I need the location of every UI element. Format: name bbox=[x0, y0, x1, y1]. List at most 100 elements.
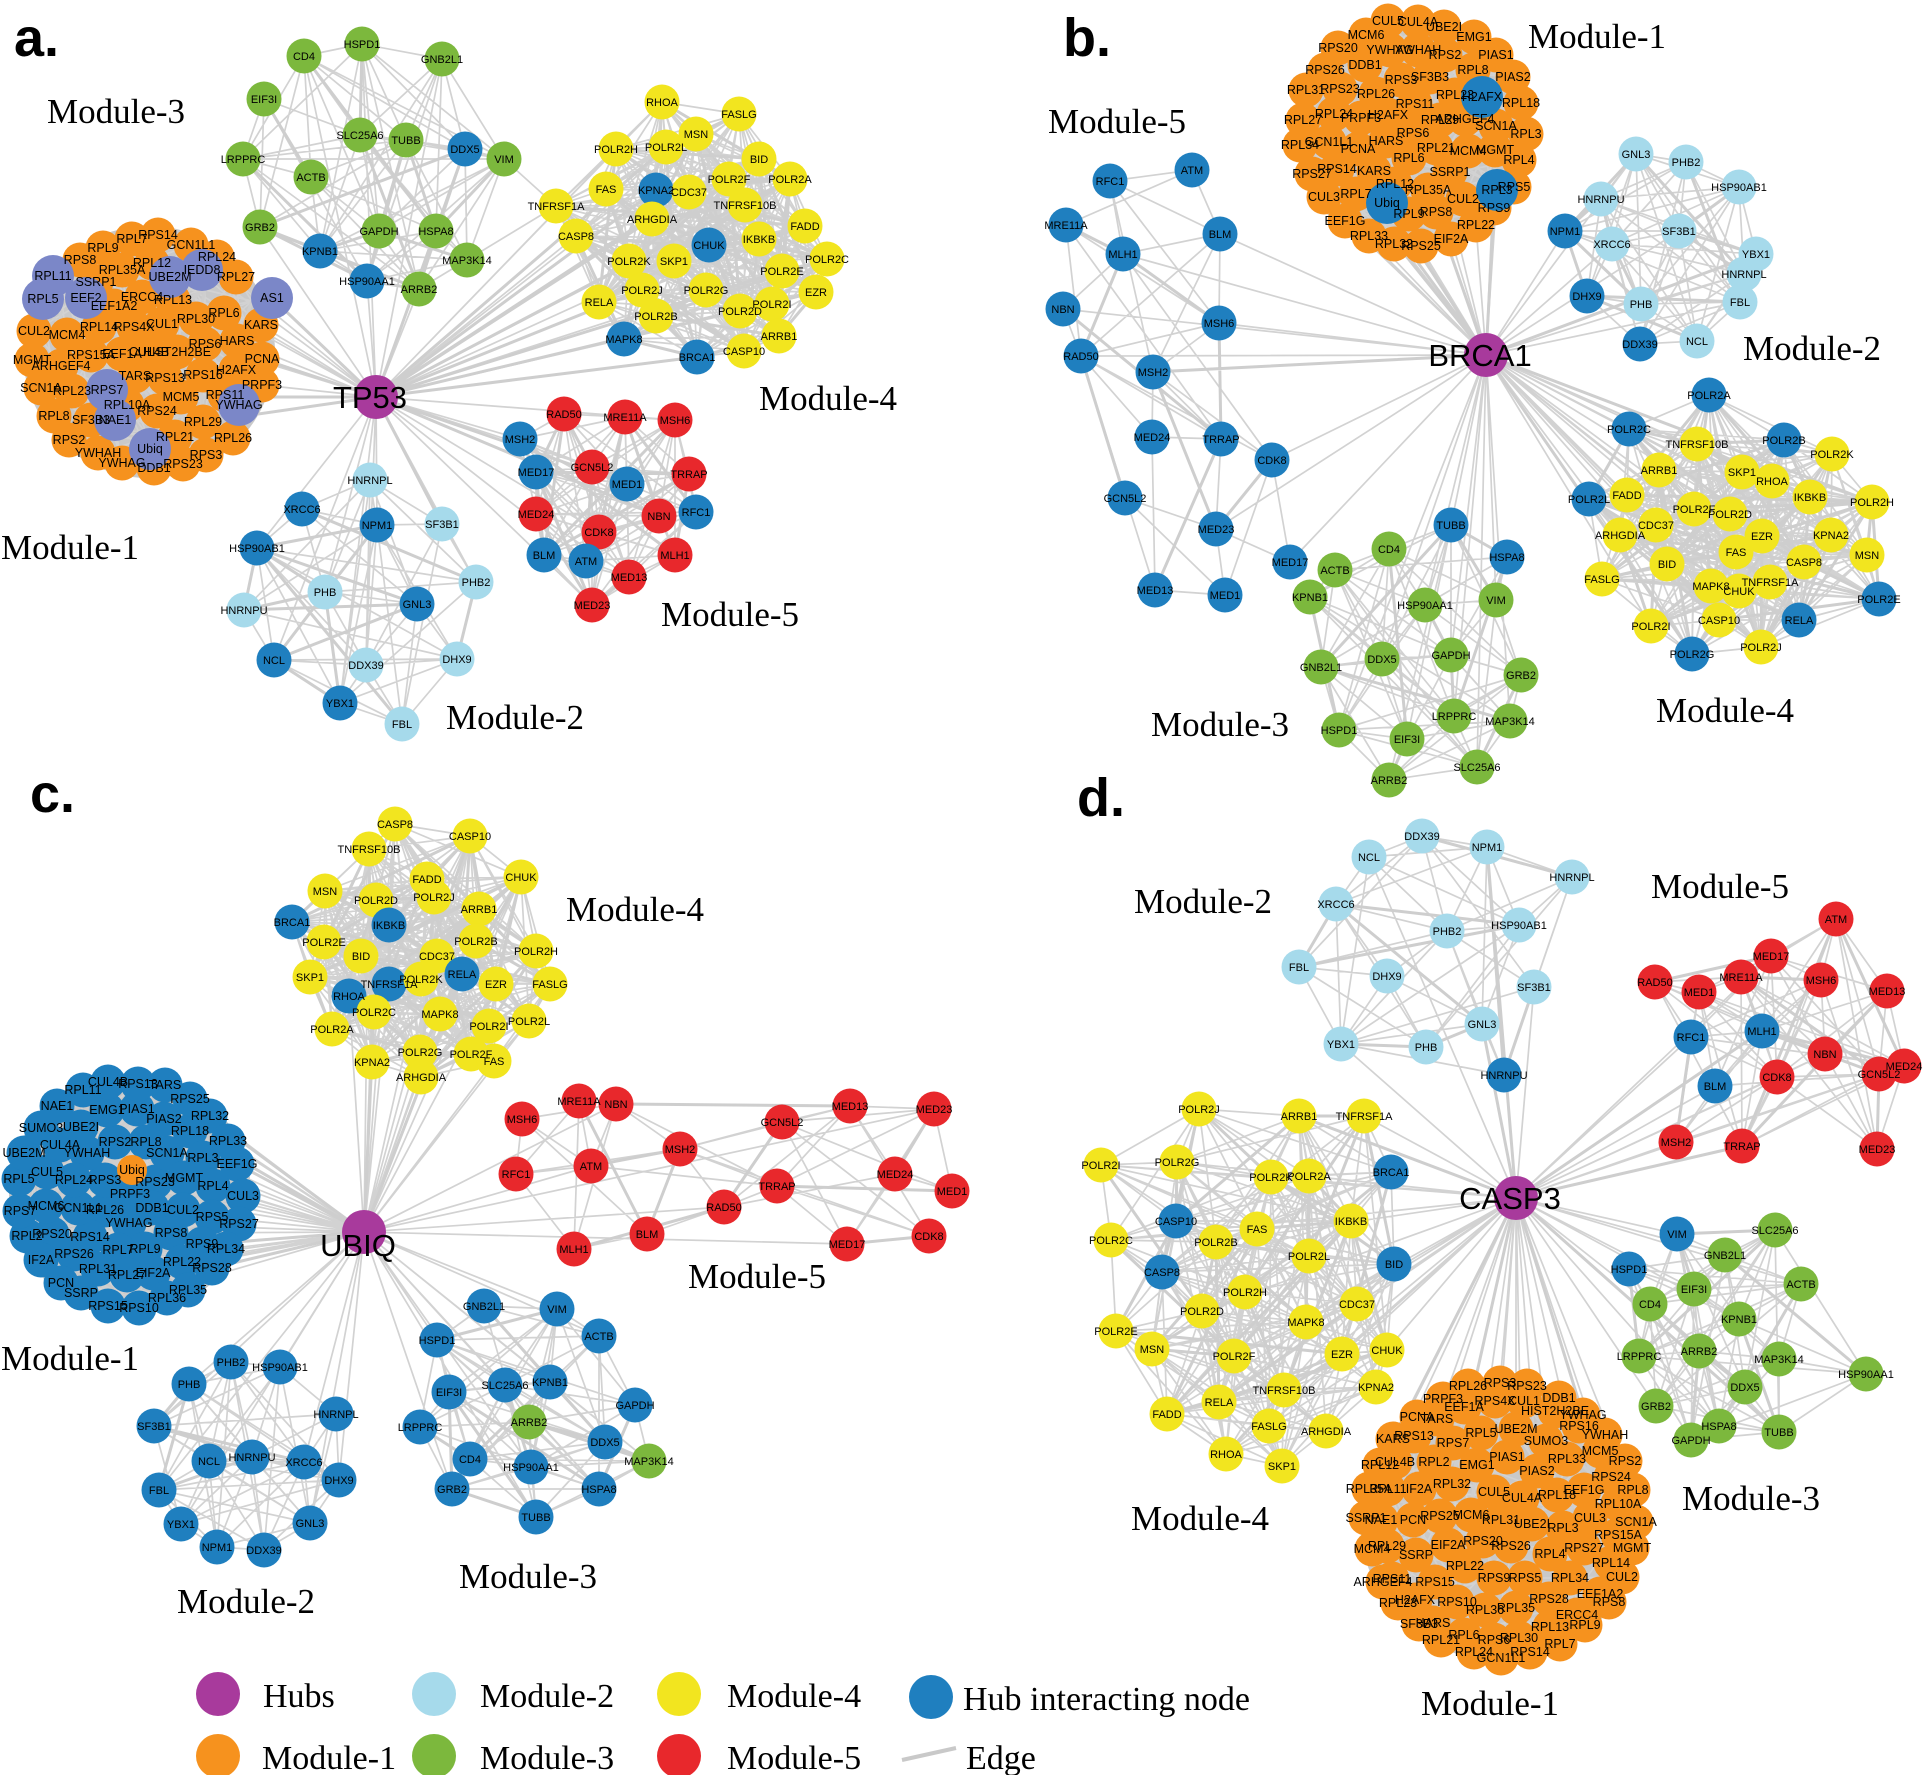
svg-text:SF3B3: SF3B3 bbox=[1400, 1617, 1438, 1631]
svg-text:RPS14: RPS14 bbox=[1317, 162, 1357, 176]
svg-text:TRRAP: TRRAP bbox=[670, 469, 707, 481]
svg-text:RPL4: RPL4 bbox=[1503, 153, 1534, 167]
svg-text:UBE2I: UBE2I bbox=[1426, 20, 1462, 34]
svg-text:EEF1A: EEF1A bbox=[1444, 1400, 1484, 1414]
svg-text:BID: BID bbox=[750, 154, 768, 166]
svg-text:POLR2K: POLR2K bbox=[399, 974, 443, 986]
svg-text:NCL: NCL bbox=[198, 1456, 220, 1468]
svg-text:DDB1: DDB1 bbox=[137, 461, 170, 475]
svg-text:POLR2H: POLR2H bbox=[514, 946, 558, 958]
svg-text:RPL35A: RPL35A bbox=[1405, 183, 1452, 197]
svg-text:BID: BID bbox=[352, 951, 370, 963]
svg-text:EIF2A: EIF2A bbox=[1431, 1538, 1466, 1552]
svg-text:Module-3: Module-3 bbox=[1682, 1479, 1820, 1518]
svg-text:RPS8: RPS8 bbox=[1593, 1595, 1626, 1609]
svg-text:RPL3: RPL3 bbox=[1481, 183, 1512, 197]
svg-text:GAPDH: GAPDH bbox=[1671, 1435, 1710, 1447]
svg-text:CUL3: CUL3 bbox=[227, 1189, 259, 1203]
svg-text:Hubs: Hubs bbox=[263, 1678, 335, 1715]
svg-text:HSPD1: HSPD1 bbox=[344, 39, 381, 51]
svg-text:Module-1: Module-1 bbox=[262, 1740, 396, 1775]
svg-text:RPS3: RPS3 bbox=[89, 1173, 122, 1187]
svg-text:FASLG: FASLG bbox=[1251, 1421, 1286, 1433]
svg-text:POLR2D: POLR2D bbox=[1180, 1306, 1224, 1318]
svg-text:RPL11: RPL11 bbox=[34, 269, 71, 283]
svg-text:TNFRSF1A: TNFRSF1A bbox=[1742, 577, 1800, 589]
svg-text:RELA: RELA bbox=[1205, 1397, 1234, 1409]
svg-text:H2AFX: H2AFX bbox=[1368, 108, 1409, 122]
svg-text:RPL24: RPL24 bbox=[198, 250, 236, 264]
svg-text:RPL23: RPL23 bbox=[53, 384, 91, 398]
svg-text:POLR2E: POLR2E bbox=[302, 937, 345, 949]
svg-text:MSH6: MSH6 bbox=[507, 1114, 538, 1126]
svg-text:POLR2D: POLR2D bbox=[1708, 509, 1752, 521]
svg-text:POLR2C: POLR2C bbox=[805, 254, 849, 266]
svg-text:RPS4X: RPS4X bbox=[114, 320, 156, 334]
svg-text:CASP8: CASP8 bbox=[1144, 1267, 1180, 1279]
svg-text:RFC1: RFC1 bbox=[1677, 1032, 1706, 1044]
svg-text:SCN1A: SCN1A bbox=[1615, 1515, 1657, 1529]
svg-text:POLR2E: POLR2E bbox=[1857, 594, 1900, 606]
svg-text:POLR2K: POLR2K bbox=[1249, 1172, 1293, 1184]
svg-text:ARRB2: ARRB2 bbox=[511, 1417, 548, 1429]
svg-text:DDB1: DDB1 bbox=[1348, 58, 1381, 72]
svg-text:POLR2I: POLR2I bbox=[1081, 1160, 1120, 1172]
svg-text:PHB: PHB bbox=[1415, 1042, 1438, 1054]
svg-text:ARHGDIA: ARHGDIA bbox=[1595, 530, 1646, 542]
svg-text:HSPD1: HSPD1 bbox=[419, 1335, 456, 1347]
svg-text:MSN: MSN bbox=[1855, 550, 1880, 562]
svg-text:Module-4: Module-4 bbox=[566, 890, 704, 929]
svg-text:RPL29: RPL29 bbox=[1368, 1539, 1406, 1553]
svg-text:CUL1: CUL1 bbox=[1508, 1394, 1540, 1408]
svg-text:RPS13: RPS13 bbox=[118, 1077, 158, 1091]
svg-text:MAP3K14: MAP3K14 bbox=[442, 255, 492, 267]
svg-text:Module-4: Module-4 bbox=[1656, 691, 1794, 730]
svg-text:MAPK8: MAPK8 bbox=[1692, 581, 1729, 593]
svg-text:MCM5: MCM5 bbox=[1582, 1444, 1619, 1458]
svg-text:RPS6: RPS6 bbox=[1397, 126, 1430, 140]
svg-text:RPL21: RPL21 bbox=[156, 430, 194, 444]
svg-text:MCM5: MCM5 bbox=[163, 390, 200, 404]
svg-text:DDX39: DDX39 bbox=[1404, 831, 1439, 843]
svg-text:MED13: MED13 bbox=[1137, 585, 1174, 597]
svg-text:MSH2: MSH2 bbox=[505, 434, 536, 446]
svg-text:RPS14: RPS14 bbox=[1510, 1645, 1550, 1659]
svg-text:PCNA: PCNA bbox=[245, 352, 280, 366]
svg-text:HSPA8: HSPA8 bbox=[581, 1484, 616, 1496]
svg-text:Module-1: Module-1 bbox=[1, 1339, 139, 1378]
svg-text:DDB1: DDB1 bbox=[135, 1201, 168, 1215]
svg-text:RPL7: RPL7 bbox=[1340, 187, 1371, 201]
svg-text:YWHAG: YWHAG bbox=[1366, 43, 1413, 57]
svg-text:RPS23: RPS23 bbox=[135, 1175, 175, 1189]
svg-text:RPS10: RPS10 bbox=[119, 1301, 159, 1315]
svg-text:TRRAP: TRRAP bbox=[1202, 434, 1239, 446]
svg-text:MED24: MED24 bbox=[1134, 432, 1171, 444]
svg-text:ARRB2: ARRB2 bbox=[401, 284, 438, 296]
svg-text:YBX1: YBX1 bbox=[1742, 249, 1770, 261]
svg-text:RPS2: RPS2 bbox=[99, 1135, 132, 1149]
svg-text:CHUK: CHUK bbox=[1723, 586, 1755, 598]
svg-text:POLR2G: POLR2G bbox=[398, 1047, 443, 1059]
svg-text:MGMT: MGMT bbox=[1476, 143, 1515, 157]
svg-text:HSP90AB1: HSP90AB1 bbox=[229, 543, 285, 555]
svg-text:GNB2L1: GNB2L1 bbox=[1300, 662, 1342, 674]
svg-text:ARHGEF4: ARHGEF4 bbox=[1435, 112, 1494, 126]
svg-text:MAP3K14: MAP3K14 bbox=[1485, 716, 1535, 728]
svg-text:NAE1: NAE1 bbox=[99, 413, 132, 427]
svg-text:GAPDH: GAPDH bbox=[359, 226, 398, 238]
svg-text:RPS16: RPS16 bbox=[183, 368, 223, 382]
svg-text:RPS16: RPS16 bbox=[1559, 1419, 1599, 1433]
svg-text:SCN1A: SCN1A bbox=[146, 1146, 188, 1160]
svg-text:RPS26: RPS26 bbox=[54, 1247, 94, 1261]
svg-text:CDC37: CDC37 bbox=[671, 187, 707, 199]
svg-text:TUBB: TUBB bbox=[521, 1512, 550, 1524]
svg-text:RPS24: RPS24 bbox=[1591, 1470, 1631, 1484]
svg-text:TNFRSF10B: TNFRSF10B bbox=[1666, 439, 1729, 451]
svg-text:IKBKB: IKBKB bbox=[743, 234, 775, 246]
svg-text:POLR2H: POLR2H bbox=[594, 144, 638, 156]
svg-text:FAS: FAS bbox=[484, 1056, 505, 1068]
svg-text:MSH2: MSH2 bbox=[1138, 367, 1169, 379]
svg-text:RPL5: RPL5 bbox=[1465, 1426, 1496, 1440]
svg-text:MED17: MED17 bbox=[518, 467, 555, 479]
svg-text:ATM: ATM bbox=[575, 556, 597, 568]
